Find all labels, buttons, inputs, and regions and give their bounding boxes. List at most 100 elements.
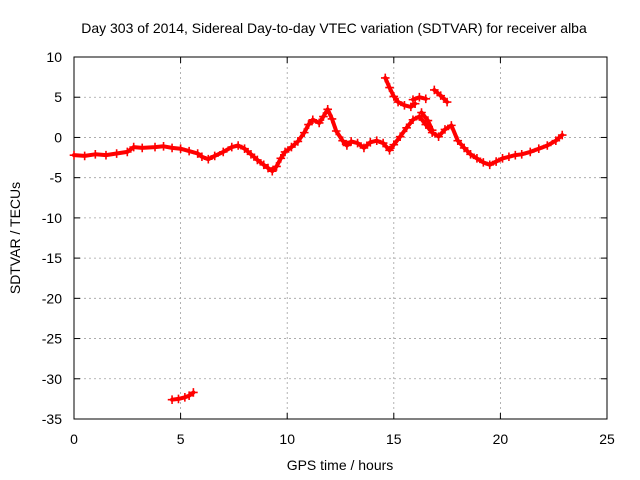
y-tick-label: -35 <box>42 411 62 427</box>
data-point <box>380 73 390 83</box>
data-point <box>331 126 341 136</box>
data-point <box>69 150 79 160</box>
x-tick-label: 15 <box>386 431 402 447</box>
data-point <box>159 141 168 151</box>
series-arc-2 <box>408 92 431 104</box>
data-point <box>184 391 194 400</box>
y-tick-label: -30 <box>42 371 62 387</box>
data-point <box>434 132 443 141</box>
series-outlier-arc <box>167 388 198 404</box>
data-point <box>517 150 527 159</box>
data-point <box>485 160 495 170</box>
data-point <box>459 143 469 153</box>
series-arc-3 <box>430 85 452 107</box>
y-tick-label: 5 <box>54 89 62 105</box>
data-point <box>197 152 207 162</box>
data-point <box>453 136 463 145</box>
data-point <box>299 128 309 137</box>
data-point <box>210 151 220 161</box>
data-point <box>504 152 514 162</box>
data-point <box>421 94 431 104</box>
x-tick-label: 0 <box>70 431 78 447</box>
data-point <box>389 140 399 149</box>
data-point <box>385 83 394 92</box>
data-point <box>385 146 394 155</box>
data-point <box>167 143 177 153</box>
y-tick-label: -10 <box>42 210 62 226</box>
data-point <box>323 104 333 114</box>
data-point <box>359 143 369 153</box>
data-point <box>319 112 328 121</box>
data-point <box>253 155 262 165</box>
grid <box>74 57 607 419</box>
data-point <box>184 146 194 156</box>
data-point <box>276 154 286 163</box>
data-point <box>534 144 544 154</box>
series-arc-1 <box>380 73 420 112</box>
data-point <box>227 142 237 152</box>
data-point <box>406 102 416 112</box>
data-point <box>402 123 411 133</box>
data-point <box>393 97 403 107</box>
data-point <box>150 142 160 152</box>
data-point <box>389 92 399 101</box>
data-point <box>543 141 552 150</box>
data-point <box>123 147 132 157</box>
data-point <box>466 150 475 159</box>
data-point <box>395 132 405 141</box>
y-tick-label: -5 <box>50 170 63 186</box>
data-point <box>479 158 488 167</box>
data-point <box>240 144 249 154</box>
data-point <box>308 115 318 125</box>
plot-frame <box>73 56 608 420</box>
data-point <box>525 147 535 157</box>
data-point <box>80 151 89 161</box>
data-point <box>280 147 290 157</box>
data-point <box>338 136 347 145</box>
data-point <box>137 143 147 153</box>
series-arc-4 <box>417 108 437 135</box>
data-point <box>346 137 356 146</box>
y-tick-label: 0 <box>54 129 62 145</box>
data-point <box>498 154 507 163</box>
x-axis-title: GPS time / hours <box>287 457 394 473</box>
data-point <box>511 150 520 160</box>
data-point <box>327 114 337 124</box>
data-point <box>272 162 281 171</box>
data-point <box>259 160 269 170</box>
y-axis-title: SDTVAR / TECUs <box>7 182 23 294</box>
data-point <box>101 150 111 160</box>
data-point <box>314 118 324 128</box>
data-point <box>372 136 382 145</box>
x-tick-label: 10 <box>279 431 295 447</box>
data-series <box>69 73 567 404</box>
data-point <box>267 166 277 176</box>
data-point <box>287 142 296 152</box>
data-point <box>442 97 452 107</box>
data-point <box>233 141 243 150</box>
y-tick-label: -20 <box>42 290 62 306</box>
data-point <box>378 138 388 148</box>
data-point <box>427 125 437 135</box>
x-tick-label: 5 <box>177 431 185 447</box>
y-tick-label: -25 <box>42 331 62 347</box>
data-point <box>400 100 409 110</box>
series-main <box>69 104 567 176</box>
data-point <box>293 137 303 146</box>
data-point <box>557 130 567 140</box>
y-tick-label: 10 <box>46 49 62 65</box>
data-point <box>436 91 446 100</box>
data-point <box>304 120 313 129</box>
data-point <box>551 136 561 145</box>
data-point <box>263 163 273 173</box>
data-point <box>491 157 501 166</box>
data-point <box>218 147 228 157</box>
data-point <box>430 85 439 95</box>
data-point <box>423 116 433 125</box>
data-point <box>246 150 256 159</box>
data-point <box>415 92 424 102</box>
data-point <box>176 144 185 154</box>
x-tick-label: 20 <box>493 431 509 447</box>
y-tick-label: -15 <box>42 250 62 266</box>
